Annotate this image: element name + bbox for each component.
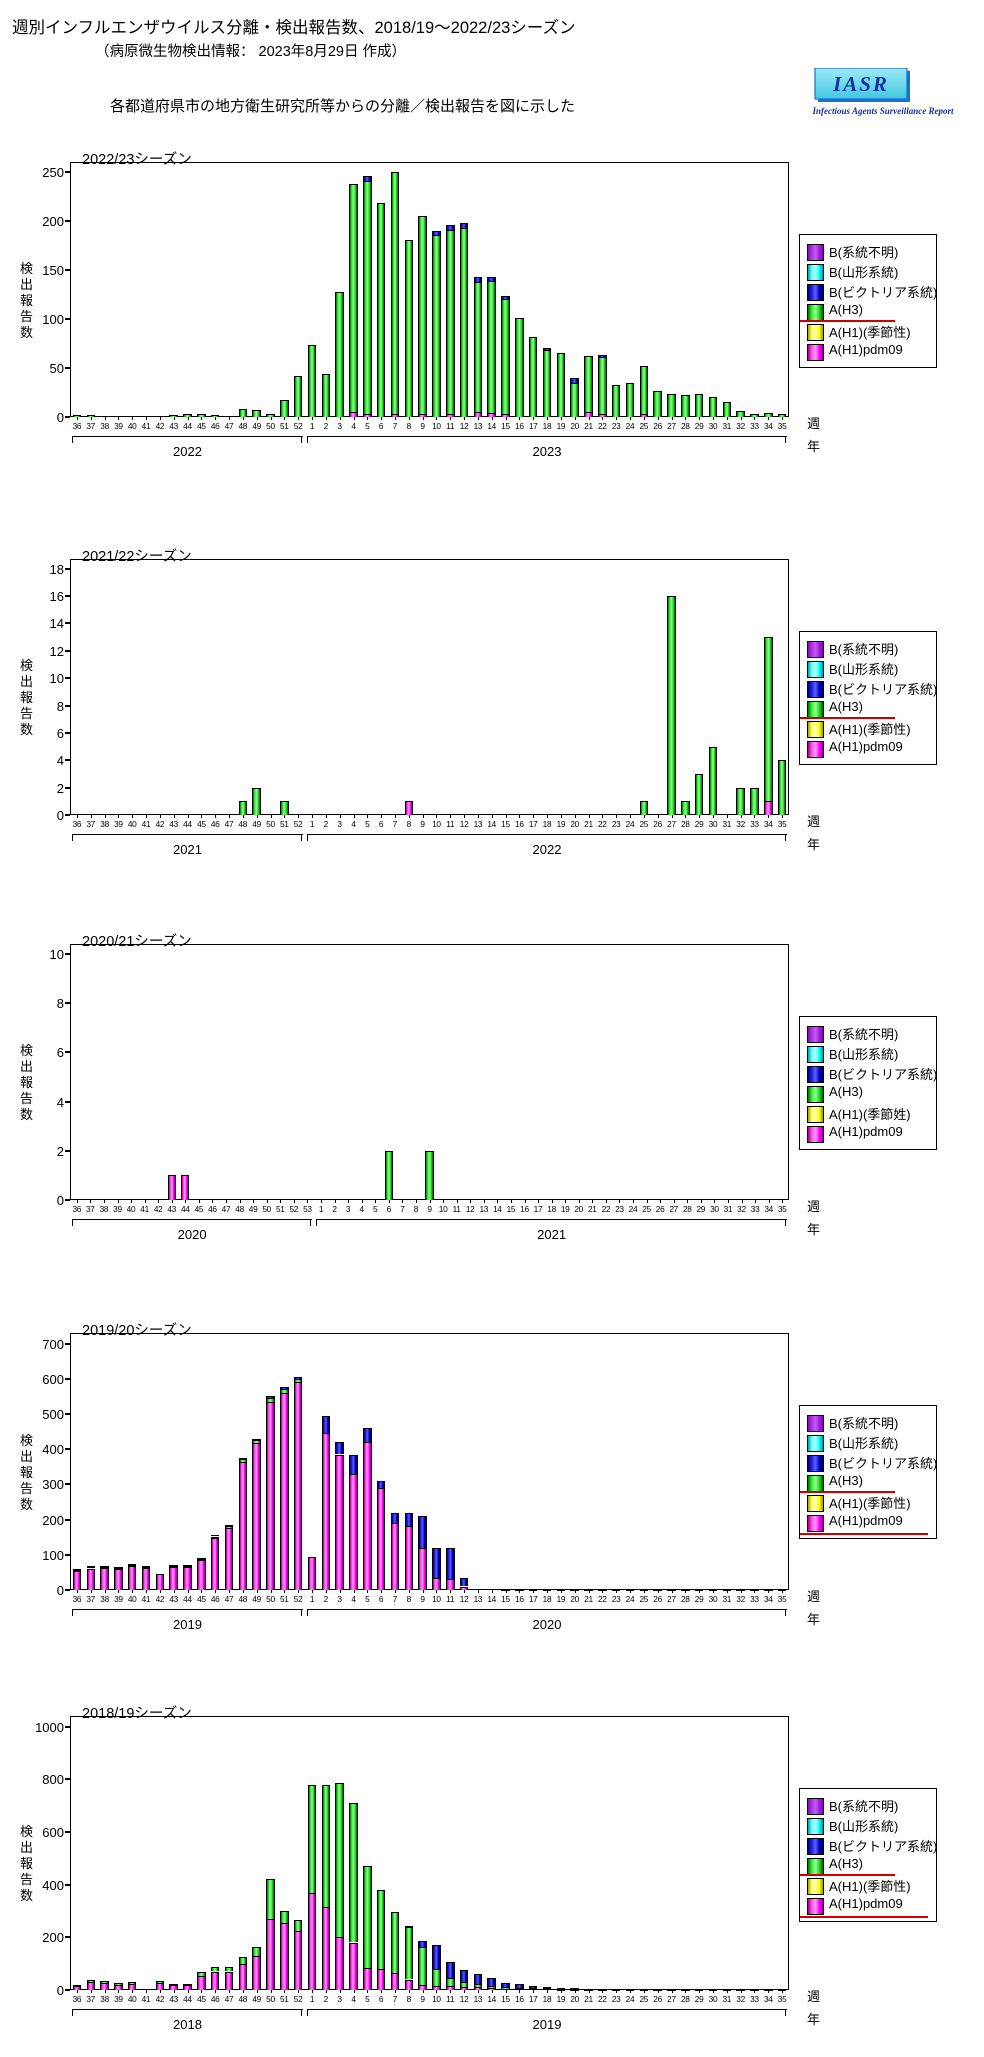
svg-text:IASR: IASR [832,72,889,96]
svg-text:Infectious Agents Surveillance: Infectious Agents Surveillance Report [812,106,954,116]
